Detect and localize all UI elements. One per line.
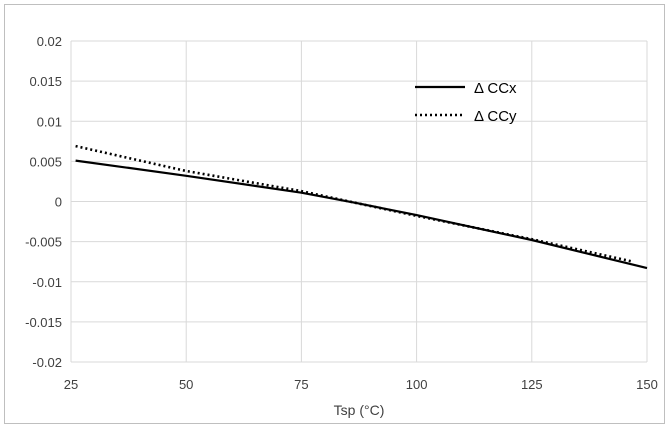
x-tick-label: 100 — [406, 377, 428, 392]
legend: Δ CCx Δ CCy — [415, 80, 517, 125]
x-tick-label: 150 — [636, 377, 658, 392]
y-tick-label: -0.02 — [32, 355, 62, 370]
x-tick-label: 50 — [179, 377, 193, 392]
x-axis-ticks: 25 50 75 100 125 150 — [64, 377, 658, 392]
y-tick-label: 0.01 — [37, 114, 62, 129]
y-tick-label: 0.005 — [29, 154, 62, 169]
y-tick-label: 0.015 — [29, 74, 62, 89]
y-tick-label: 0.02 — [37, 34, 62, 49]
series-lines — [76, 146, 647, 268]
y-tick-label: -0.015 — [25, 315, 62, 330]
x-axis-title: Tsp (°C) — [334, 402, 385, 418]
y-tick-label: 0 — [55, 195, 62, 210]
y-tick-label: -0.005 — [25, 235, 62, 250]
legend-label-dcc-y: Δ CCy — [474, 108, 517, 125]
series-line-dcc-x — [76, 161, 647, 269]
legend-label-dcc-x: Δ CCx — [474, 80, 517, 97]
x-tick-label: 25 — [64, 377, 78, 392]
gridlines — [71, 41, 647, 362]
x-tick-label: 125 — [521, 377, 543, 392]
y-tick-label: -0.01 — [32, 275, 62, 290]
x-tick-label: 75 — [294, 377, 308, 392]
y-axis-ticks: 0.02 0.015 0.01 0.005 0 -0.005 -0.01 -0.015 -0.0… — [25, 34, 62, 370]
